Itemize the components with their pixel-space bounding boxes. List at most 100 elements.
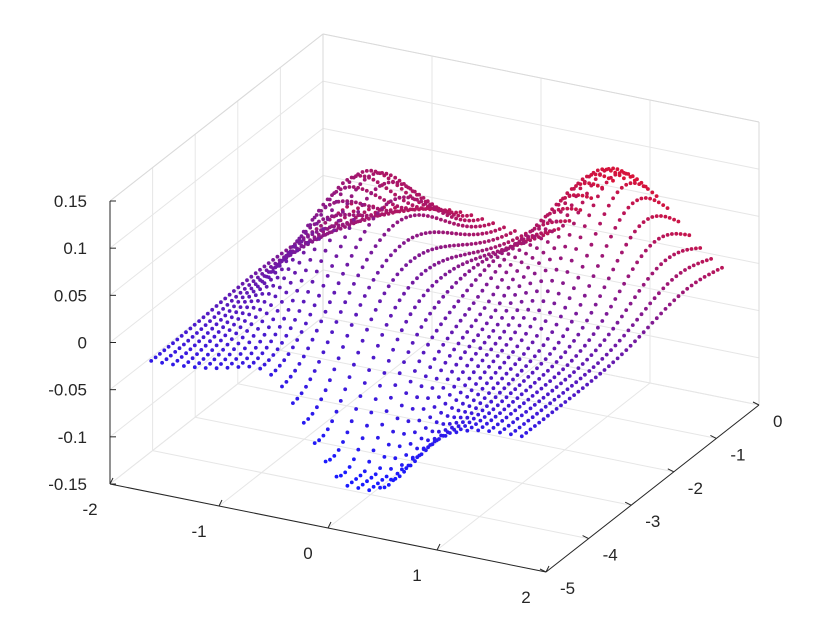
- data-point: [380, 206, 384, 211]
- data-point: [277, 263, 282, 268]
- data-point: [670, 278, 674, 282]
- data-point: [393, 248, 398, 253]
- data-point: [258, 267, 262, 272]
- data-point: [330, 208, 334, 213]
- data-point: [506, 323, 511, 327]
- data-point: [297, 309, 302, 313]
- data-point: [530, 370, 535, 375]
- data-point: [502, 407, 507, 412]
- data-point: [434, 216, 439, 221]
- data-point: [463, 383, 467, 388]
- data-point: [334, 409, 339, 414]
- data-point: [589, 353, 594, 357]
- data-point: [648, 196, 652, 201]
- data-point: [528, 406, 533, 411]
- data-point: [559, 314, 563, 319]
- data-point: [452, 415, 457, 420]
- floor-grid-line: [327, 360, 542, 529]
- y-tick: [752, 401, 760, 406]
- data-point: [258, 287, 262, 292]
- data-point: [511, 400, 515, 404]
- data-point: [476, 295, 480, 299]
- data-point: [552, 346, 557, 351]
- data-point: [171, 362, 175, 367]
- data-point: [358, 473, 363, 478]
- data-point: [406, 201, 411, 206]
- data-point: [437, 429, 441, 434]
- data-point: [563, 201, 568, 206]
- data-point: [676, 219, 681, 224]
- floor-grid-line: [237, 383, 674, 473]
- data-point: [630, 323, 635, 327]
- data-point: [482, 253, 487, 258]
- data-point: [197, 339, 202, 344]
- data-point: [397, 244, 402, 249]
- data-point: [356, 486, 361, 490]
- data-point: [485, 381, 489, 386]
- data-point: [548, 401, 552, 406]
- data-point: [528, 243, 533, 247]
- data-point: [604, 352, 609, 357]
- data-point: [384, 171, 389, 176]
- data-point: [611, 360, 616, 365]
- data-point: [495, 285, 500, 290]
- data-point: [500, 316, 504, 320]
- data-point: [698, 277, 703, 282]
- data-point: [375, 206, 380, 211]
- data-point: [175, 337, 180, 342]
- data-point: [312, 237, 317, 242]
- data-point: [352, 282, 356, 286]
- data-point: [567, 193, 572, 198]
- data-point: [400, 467, 404, 472]
- data-point: [659, 214, 663, 218]
- data-point: [460, 214, 465, 218]
- data-point: [548, 310, 552, 315]
- data-point: [556, 235, 561, 239]
- data-point: [478, 346, 483, 351]
- data-point: [458, 253, 463, 258]
- data-point: [428, 415, 433, 420]
- data-point: [454, 254, 459, 259]
- data-point: [572, 286, 576, 291]
- data-point: [256, 356, 260, 361]
- data-point: [535, 411, 539, 416]
- data-point: [665, 282, 670, 286]
- data-point: [223, 313, 228, 318]
- data-point: [615, 356, 620, 361]
- data-point: [314, 221, 319, 226]
- data-point: [508, 301, 513, 305]
- data-point: [330, 264, 334, 268]
- data-point: [539, 279, 544, 284]
- data-point: [173, 350, 178, 354]
- data-point: [487, 299, 491, 304]
- data-point: [310, 279, 315, 284]
- data-point: [286, 352, 291, 356]
- data-point: [452, 221, 456, 226]
- data-point: [452, 347, 456, 352]
- data-point: [408, 207, 413, 212]
- data-point: [234, 294, 239, 299]
- data-point: [314, 213, 319, 217]
- data-point: [253, 293, 258, 298]
- data-point: [515, 269, 520, 273]
- data-point: [371, 355, 376, 360]
- data-point: [179, 355, 184, 359]
- data-point: [497, 227, 502, 232]
- data-point: [500, 235, 504, 239]
- data-point: [212, 334, 217, 339]
- data-point: [508, 263, 513, 267]
- data-point: [480, 327, 485, 332]
- data-point: [572, 186, 576, 191]
- data-point: [412, 189, 417, 194]
- data-point: [345, 430, 350, 435]
- data-point: [456, 341, 461, 346]
- data-point: [419, 199, 424, 204]
- data-point: [471, 301, 476, 305]
- data-point: [596, 325, 600, 330]
- data-point: [620, 352, 624, 357]
- data-point: [602, 174, 607, 179]
- data-point: [574, 247, 578, 251]
- data-point: [539, 326, 544, 331]
- data-point: [310, 231, 315, 235]
- data-point: [528, 384, 533, 389]
